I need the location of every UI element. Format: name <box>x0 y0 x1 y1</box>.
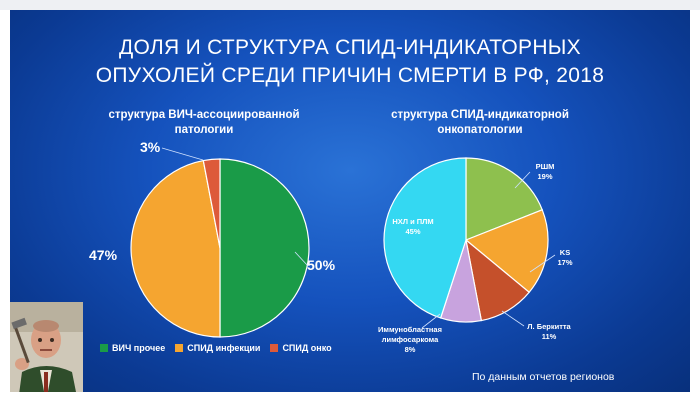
leader-line-4 <box>501 310 525 327</box>
legend-swatch-green <box>100 344 108 352</box>
legend-label: ВИЧ прочее <box>112 343 166 353</box>
legend-label: СПИД онко <box>282 343 332 353</box>
source-note: По данным отчетов регионов <box>472 371 615 383</box>
legend-label: СПИД инфекции <box>187 343 261 353</box>
slide-title-line-2: ОПУХОЛЕЙ СРЕДИ ПРИЧИН СМЕРТИ В РФ, 2018 <box>95 64 605 87</box>
window-top-strip <box>0 0 700 10</box>
left-slice-label-spid-infekcii: 47% <box>89 247 118 263</box>
right-slice-label-rshm: РШМ 19% <box>525 162 565 182</box>
right-pie-slice-0 <box>465 157 544 241</box>
left-pie-slice-2 <box>202 158 221 249</box>
leader-line-2 <box>514 171 531 189</box>
left-pie-slice-1 <box>130 159 221 338</box>
slice-name: Иммунобластная лимфосаркома <box>378 325 442 344</box>
left-chart-legend: ВИЧ прочее СПИД инфекции СПИД онко <box>100 343 332 353</box>
right-slice-label-nhl: НХЛ и ПЛМ 45% <box>383 217 443 237</box>
left-pie-slice-0 <box>219 158 310 338</box>
leader-line-3 <box>529 254 556 273</box>
legend-item-spid-onko: СПИД онко <box>270 343 332 353</box>
right-slice-label-ks: KS 17% <box>550 248 580 268</box>
right-pie-slice-4 <box>383 157 467 319</box>
slice-value: 11% <box>541 332 557 341</box>
presenter-image <box>10 302 83 392</box>
presentation-slide: ДОЛЯ И СТРУКТУРА СПИД-ИНДИКАТОРНЫХ ОПУХО… <box>10 10 690 392</box>
leader-line-5 <box>421 313 441 329</box>
left-pie-chart <box>130 158 310 338</box>
leader-line-0 <box>294 251 309 267</box>
slice-name: Л. Беркитта <box>527 322 571 331</box>
slice-value: 45% <box>405 227 421 236</box>
left-slice-label-spid-onko: 3% <box>140 139 161 155</box>
slice-value: 8% <box>404 345 416 354</box>
right-slice-label-berkitt: Л. Беркитта 11% <box>518 322 580 342</box>
right-pie-chart <box>383 157 549 323</box>
left-chart-title: структура ВИЧ-ассоциированной патологии <box>108 109 300 136</box>
slice-value: 19% <box>537 172 553 181</box>
presenter-webcam <box>10 302 83 392</box>
charts-canvas <box>130 147 556 338</box>
leader-lines <box>161 147 556 329</box>
right-chart-title: структура СПИД-индикаторной онкопатологи… <box>391 109 569 136</box>
slice-value: 17% <box>557 258 573 267</box>
window-bottom-strip <box>0 392 700 410</box>
left-slice-label-vich-prochee: 50% <box>307 257 336 273</box>
leader-line-1 <box>161 147 204 161</box>
slice-name: РШМ <box>535 162 555 171</box>
legend-swatch-red <box>270 344 279 352</box>
slice-name: НХЛ и ПЛМ <box>392 217 434 226</box>
right-slice-label-immunoblast: Иммунобластная лимфосаркома 8% <box>362 325 458 355</box>
right-pie-slice-1 <box>464 209 549 294</box>
slice-name: KS <box>559 248 571 257</box>
legend-swatch-orange <box>175 344 184 352</box>
legend-item-vich-prochee: ВИЧ прочее <box>100 343 165 353</box>
legend-item-spid-infekcii: СПИД инфекции <box>175 343 260 353</box>
slide-title-line-1: ДОЛЯ И СТРУКТУРА СПИД-ИНДИКАТОРНЫХ <box>119 36 581 59</box>
